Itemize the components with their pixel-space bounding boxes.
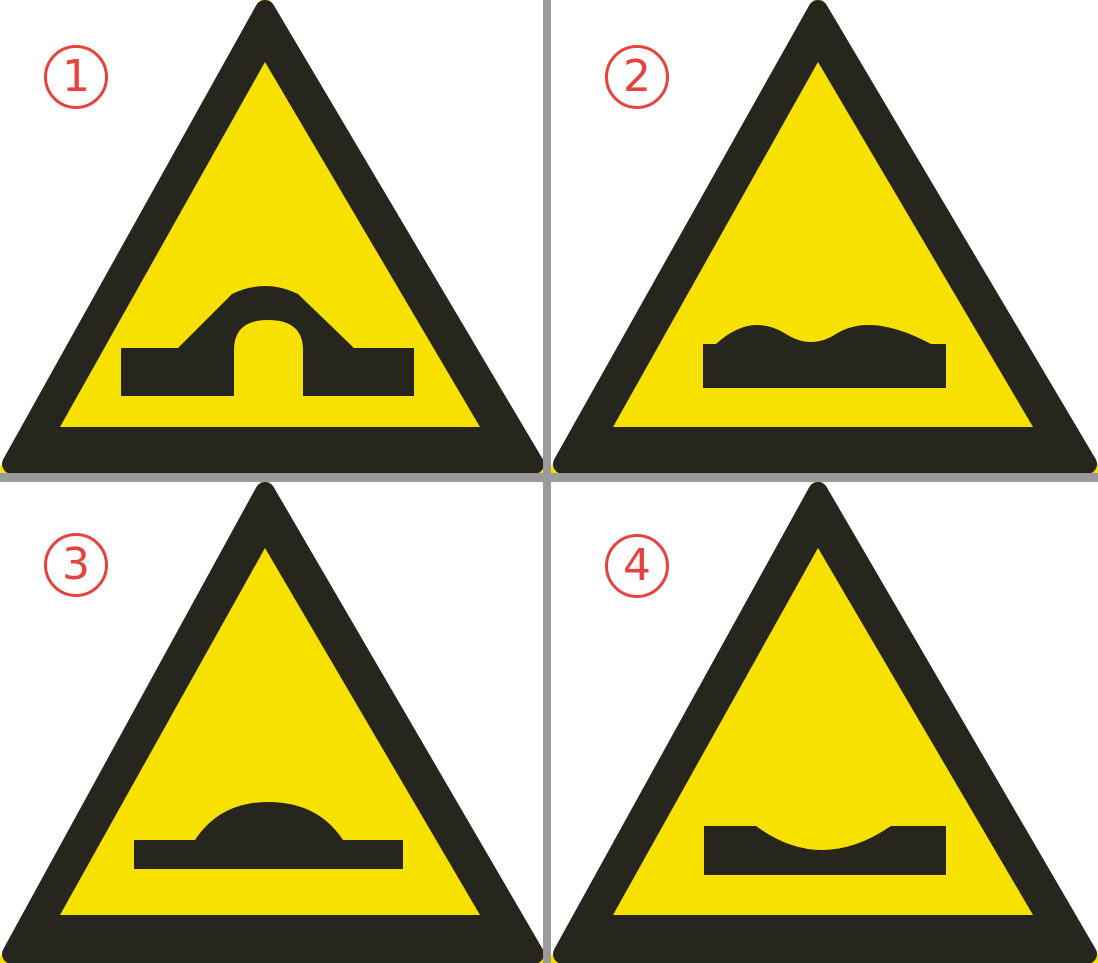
horizontal-divider	[0, 473, 1098, 482]
uneven-road-sign	[551, 0, 1098, 473]
uneven-road-symbol	[703, 325, 946, 388]
humpback-bridge-sign	[0, 0, 543, 473]
road-dip-sign	[551, 482, 1098, 963]
number-badge-2: 2	[605, 45, 669, 109]
number-badge-1: 1	[44, 45, 108, 109]
panel-4: 4	[551, 482, 1098, 963]
sign-yellow-field	[613, 62, 1033, 427]
number-badge-3: 3	[44, 533, 108, 597]
panel-1: 1	[0, 0, 543, 473]
road-dip-symbol	[704, 826, 946, 875]
sign-yellow-field	[60, 62, 480, 427]
humpback-bridge-symbol	[121, 286, 414, 396]
panel-3: 3	[0, 482, 543, 963]
sign-yellow-field	[613, 548, 1033, 915]
panel-2: 2	[551, 0, 1098, 473]
road-hump-symbol	[134, 802, 403, 869]
number-badge-4: 4	[605, 534, 669, 598]
road-hump-sign	[0, 482, 543, 963]
sign-yellow-field	[60, 548, 480, 915]
